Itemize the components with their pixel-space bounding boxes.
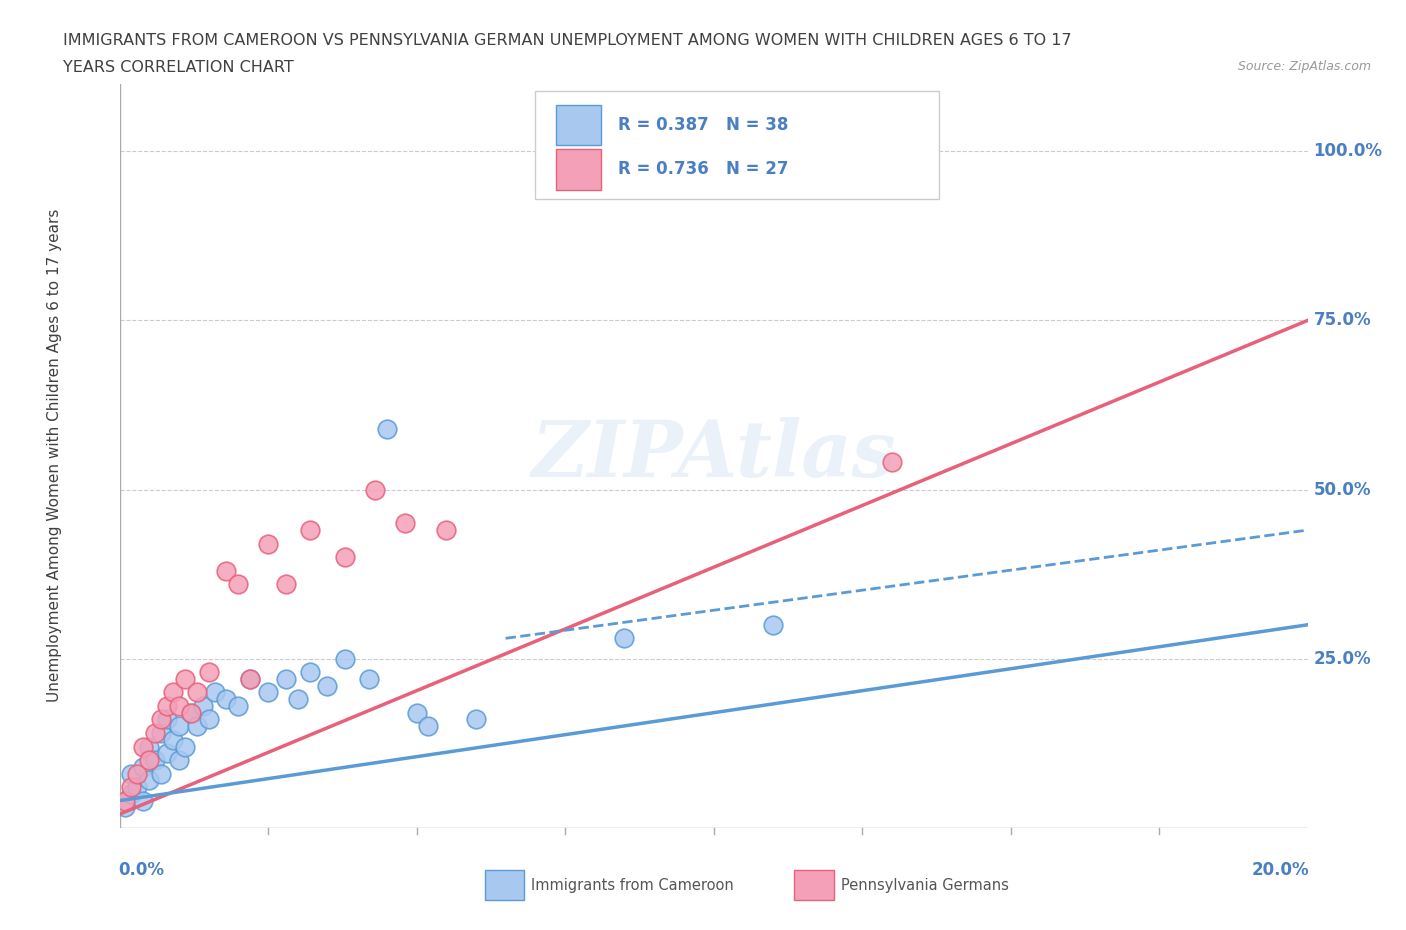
Point [167, 719, 190, 734]
Bar [555, 104, 600, 145]
Point [191, 698, 214, 713]
Point [180, 705, 202, 720]
Point [186, 685, 208, 700]
Point [215, 564, 238, 578]
Point [167, 698, 190, 713]
Point [114, 793, 136, 808]
Point [167, 752, 190, 767]
Point [127, 766, 149, 781]
Text: Source: ZipAtlas.com: Source: ZipAtlas.com [1237, 60, 1371, 73]
Point [613, 631, 636, 645]
Text: R = 0.736   N = 27: R = 0.736 N = 27 [619, 160, 789, 179]
Point [138, 773, 160, 788]
Point [239, 671, 262, 686]
Point [120, 787, 142, 802]
Text: 100.0%: 100.0% [1313, 142, 1382, 160]
Point [150, 766, 173, 781]
Point [228, 577, 250, 591]
Point [120, 779, 142, 794]
Point [405, 705, 427, 720]
Point [335, 550, 357, 565]
Point [132, 760, 155, 775]
Text: ZIPAtlas: ZIPAtlas [531, 418, 896, 494]
Point [156, 698, 179, 713]
Point [138, 752, 160, 767]
Point [156, 712, 179, 727]
Point [434, 523, 457, 538]
Text: 20.0%: 20.0% [1251, 861, 1309, 879]
Point [156, 746, 179, 761]
Text: 25.0%: 25.0% [1313, 650, 1371, 668]
Point [132, 739, 155, 754]
Point [162, 685, 184, 700]
Point [274, 671, 297, 686]
Text: Unemployment Among Women with Children Ages 6 to 17 years: Unemployment Among Women with Children A… [46, 209, 62, 702]
Text: Pennsylvania Germans: Pennsylvania Germans [841, 878, 1008, 893]
Point [274, 577, 297, 591]
Point [132, 793, 155, 808]
Text: 0.0%: 0.0% [118, 861, 165, 879]
Point [150, 712, 173, 727]
Point [228, 698, 250, 713]
Point [215, 692, 238, 707]
Point [150, 725, 173, 740]
Point [418, 719, 440, 734]
Point [762, 618, 785, 632]
Point [316, 678, 339, 693]
Point [180, 705, 202, 720]
Point [239, 671, 262, 686]
Text: Immigrants from Cameroon: Immigrants from Cameroon [531, 878, 734, 893]
Point [186, 719, 208, 734]
Point [880, 144, 903, 159]
Point [298, 523, 321, 538]
Point [162, 732, 184, 747]
Point [197, 665, 219, 680]
Point [127, 779, 149, 794]
Point [672, 144, 695, 159]
Point [138, 739, 160, 754]
Point [464, 712, 486, 727]
Point [287, 692, 309, 707]
Point [357, 671, 380, 686]
Point [375, 421, 398, 436]
Text: YEARS CORRELATION CHART: YEARS CORRELATION CHART [63, 60, 294, 75]
Point [298, 665, 321, 680]
Point [204, 685, 226, 700]
Point [257, 537, 280, 551]
Text: IMMIGRANTS FROM CAMEROON VS PENNSYLVANIA GERMAN UNEMPLOYMENT AMONG WOMEN WITH CH: IMMIGRANTS FROM CAMEROON VS PENNSYLVANIA… [63, 33, 1071, 47]
Point [197, 712, 219, 727]
Point [335, 651, 357, 666]
Point [257, 685, 280, 700]
Text: 75.0%: 75.0% [1313, 312, 1371, 329]
Text: 50.0%: 50.0% [1313, 481, 1371, 498]
Point [120, 766, 142, 781]
Point [880, 455, 903, 470]
Point [143, 725, 166, 740]
Point [394, 516, 416, 531]
Text: R = 0.387   N = 38: R = 0.387 N = 38 [619, 115, 789, 134]
FancyBboxPatch shape [536, 91, 939, 199]
Point [364, 482, 387, 497]
Point [173, 671, 195, 686]
Bar [555, 149, 600, 190]
Point [173, 739, 195, 754]
Point [143, 752, 166, 767]
Point [114, 800, 136, 815]
